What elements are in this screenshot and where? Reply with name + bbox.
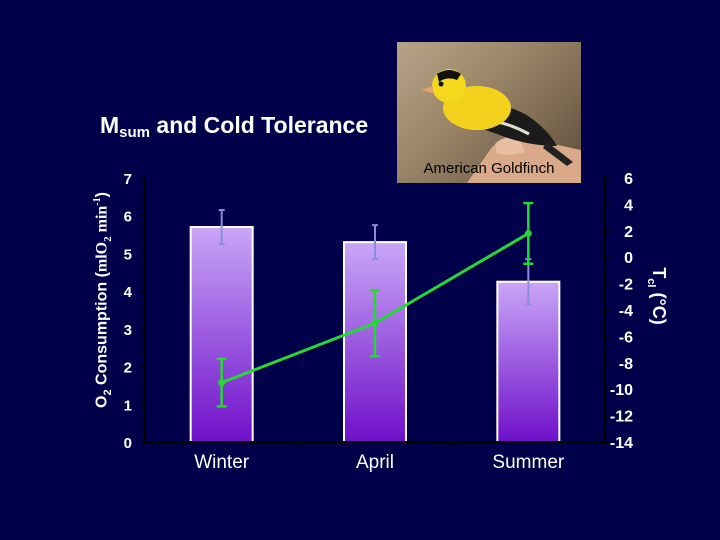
left-label-unit: mlO xyxy=(93,241,111,273)
bar-winter xyxy=(189,226,254,443)
bird-tail xyxy=(543,142,573,166)
line-point-april xyxy=(371,319,379,327)
line-point-winter xyxy=(218,379,226,387)
right-tick-label: 0 xyxy=(624,250,633,267)
category-label-summer: Summer xyxy=(492,452,564,473)
left-tick-label: 0 xyxy=(124,435,132,452)
chart-title: Msum and Cold Tolerance xyxy=(100,112,368,141)
left-tick-label: 7 xyxy=(124,171,132,188)
title-main: M xyxy=(100,112,120,138)
left-label-sub: 2 xyxy=(101,236,114,242)
left-tick-label: 6 xyxy=(124,209,132,226)
right-tick-label: -2 xyxy=(619,277,633,294)
left-axis-label: O2 Consumption (mlO2 min-1) xyxy=(92,192,114,408)
right-tick-label: -4 xyxy=(619,303,633,320)
title-subscript: sum xyxy=(119,124,151,141)
right-tick-label: -8 xyxy=(619,356,633,373)
left-label-sub: 2 xyxy=(101,389,114,396)
finger-shape xyxy=(495,136,525,155)
right-label-sub: cl xyxy=(645,278,658,288)
right-label-part: (°C) xyxy=(648,287,669,325)
left-label-sup: -1 xyxy=(92,197,104,206)
bird-illustration xyxy=(421,69,581,183)
left-label-part: Consumption ( xyxy=(93,272,111,390)
bar-summer xyxy=(496,280,561,444)
bird-eye xyxy=(438,81,444,87)
left-label-part: O xyxy=(93,395,111,408)
category-label-winter: Winter xyxy=(194,452,250,473)
left-label-part: ) xyxy=(93,192,111,198)
category-label-april: April xyxy=(356,452,394,473)
photo-caption: American Goldfinch xyxy=(423,160,555,177)
right-tick-label: -6 xyxy=(619,329,633,346)
axes-layer: 0 1 2 3 4 5 6 7 -14 -12 -10 -8 -6 -4 -2 0 2 4 6 Winter April… xyxy=(124,171,633,473)
right-tick-label: -10 xyxy=(610,382,633,399)
left-tick-label: 5 xyxy=(124,246,132,263)
right-tick-label: 4 xyxy=(624,197,633,214)
left-label-unit: min xyxy=(93,205,111,237)
bars-layer xyxy=(189,209,561,444)
left-tick-label: 3 xyxy=(124,322,132,339)
bird-cap xyxy=(437,70,461,82)
right-tick-label: -14 xyxy=(610,435,633,452)
right-tick-label: 2 xyxy=(624,224,633,241)
right-tick-label: 6 xyxy=(624,171,633,188)
left-tick-label: 4 xyxy=(124,284,133,301)
right-axis-label: Tcl (°C) xyxy=(645,267,669,324)
right-tick-label: -12 xyxy=(610,409,633,426)
goldfinch-photo: American Goldfinch xyxy=(397,42,581,183)
title-rest: and Cold Tolerance xyxy=(150,112,369,138)
bird-beak xyxy=(421,86,433,93)
left-tick-label: 1 xyxy=(124,397,132,414)
line-point-summer xyxy=(524,229,532,237)
right-label-part: T xyxy=(648,267,669,279)
line-layer xyxy=(216,201,534,408)
left-tick-label: 2 xyxy=(124,360,132,377)
